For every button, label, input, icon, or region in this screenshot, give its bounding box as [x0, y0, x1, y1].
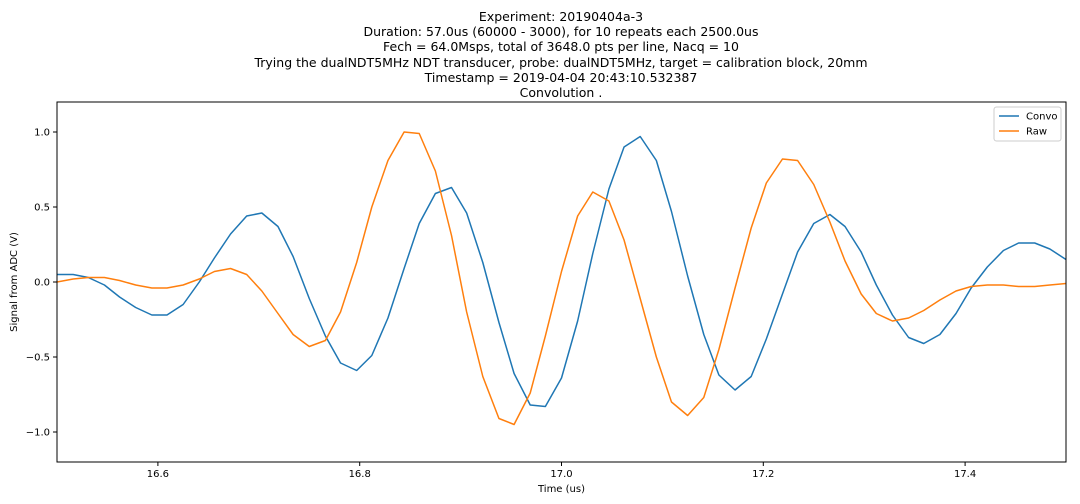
title-line-4: Trying the dualNDT5MHz NDT transducer, p…: [254, 54, 868, 70]
title-line-1: Experiment: 20190404a-3: [478, 9, 644, 24]
x-tick-label: 16.6: [147, 469, 169, 480]
y-tick-label: −1.0: [26, 428, 50, 439]
title-line-5: Timestamp = 2019-04-04 20:43:10.532387: [424, 69, 698, 85]
plot-frame: [56, 101, 1067, 463]
y-tick-label: 0.0: [34, 278, 50, 289]
x-axis-label: Time (us): [537, 484, 585, 495]
series-line-raw: [57, 131, 1066, 426]
x-tick-label: 17.4: [954, 469, 976, 480]
series-line-convo: [57, 135, 1066, 408]
legend-label-raw: Raw: [1026, 127, 1047, 138]
y-tick-label: −0.5: [26, 353, 50, 364]
title-line-6: Convolution .: [519, 85, 603, 101]
x-tick-label: 16.8: [349, 469, 371, 480]
x-tick-label: 17.2: [752, 469, 774, 480]
title-line-3: Fech = 64.0Msps, total of 3648.0 pts per…: [383, 39, 739, 55]
y-axis-label: Signal from ADC (V): [9, 232, 20, 332]
chart-title: Experiment: 20190404a-3 Duration: 57.0us…: [0, 9, 1080, 100]
y-tick-label: 1.0: [34, 128, 50, 139]
title-line-2: Duration: 57.0us (60000 - 3000), for 10 …: [363, 24, 759, 40]
legend-label-convo: Convo: [1026, 112, 1057, 123]
legend: Convo Raw: [993, 106, 1062, 142]
y-tick-label: 0.5: [34, 203, 50, 214]
x-tick-label: 17.0: [550, 469, 572, 480]
